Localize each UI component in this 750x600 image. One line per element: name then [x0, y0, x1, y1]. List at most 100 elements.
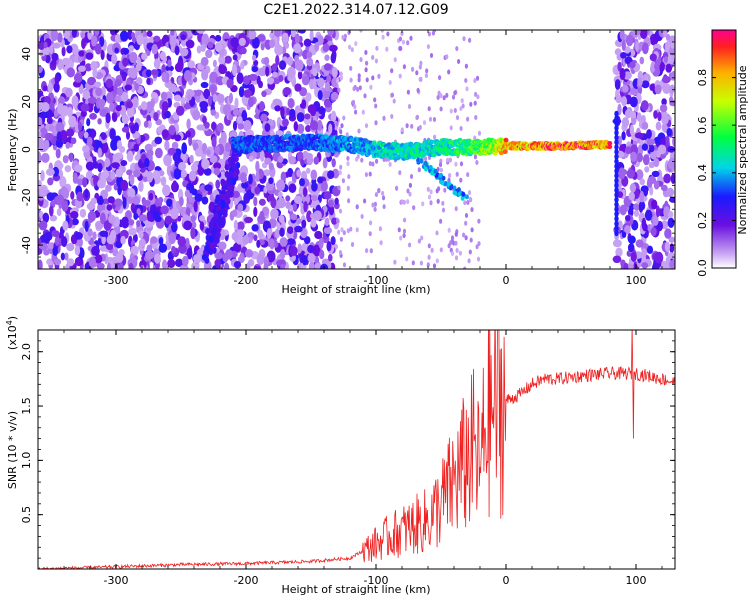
spectrogram-cell	[664, 241, 671, 253]
spectrogram-cell	[408, 242, 412, 248]
spectrogram-cell	[236, 237, 242, 245]
spectrogram-cell	[162, 259, 168, 269]
spectrogram-cell	[642, 154, 650, 166]
spectrogram-cell	[451, 94, 456, 100]
spectrogram-cell	[663, 173, 672, 184]
spectrogram-cell	[365, 77, 369, 83]
spectrogram-cell	[150, 69, 159, 76]
spectrogram-cell	[306, 57, 314, 67]
spectrogram-cell	[429, 189, 433, 195]
spectrogram-cell	[657, 111, 662, 122]
spectrogram-cell	[354, 109, 358, 115]
spectrogram-cell	[328, 123, 333, 135]
spectrogram-cell	[255, 171, 260, 183]
spectrogram-cell	[384, 156, 388, 162]
spectrogram-cell	[114, 47, 119, 54]
spectrogram-cell	[636, 112, 642, 122]
spectrogram-cell	[167, 59, 172, 68]
spectrogram-cell	[216, 205, 222, 213]
spectrogram-cell	[359, 57, 363, 63]
spectrogram-cell	[66, 128, 75, 138]
spectrogram-cell	[614, 134, 619, 141]
spectrogram-cell	[664, 41, 671, 53]
spectrogram-cell	[670, 42, 675, 49]
spectrogram-cell	[618, 167, 626, 180]
spectrogram-cell	[364, 123, 369, 129]
spectrogram-cell	[111, 162, 120, 169]
spectrogram-cell	[268, 162, 274, 171]
spectrogram-cell	[630, 151, 638, 162]
spectrogram-cell	[45, 168, 55, 176]
spectrogram-cell	[621, 95, 628, 107]
spectrogram-cell	[165, 65, 174, 72]
spectrogram-cell	[61, 46, 66, 57]
spectrogram-cell	[240, 47, 247, 55]
spectrogram-cell	[206, 247, 212, 255]
spectrogram-cell	[310, 218, 317, 228]
spectrogram-cell	[154, 137, 162, 145]
spectrogram-cell	[215, 179, 221, 190]
spectrogram-cell	[621, 131, 626, 141]
spectrogram-cell	[448, 173, 452, 178]
spectrogram-cell	[242, 75, 250, 85]
snr-x-ticks: -300 -200 -100 0 100	[37, 330, 663, 587]
spectrogram-cell	[87, 96, 97, 104]
spectrogram-cell	[669, 84, 675, 94]
spectrogram-cell	[145, 69, 152, 77]
spectrogram-cell	[64, 165, 72, 173]
spectrogram-cell	[236, 72, 244, 84]
spectrogram-cell	[71, 95, 79, 108]
spectrogram-cell	[48, 124, 54, 132]
spectrogram-cell	[419, 60, 423, 66]
spectrogram-cell	[114, 79, 122, 87]
spectrogram-cell	[294, 83, 302, 92]
spectrogram-cell	[320, 180, 328, 192]
spectrogram-cell	[81, 38, 86, 50]
spectrogram-cell	[339, 164, 343, 170]
spectrogram-cell	[129, 176, 135, 186]
spectrogram-cell	[171, 245, 176, 254]
spectrogram-cell	[257, 229, 264, 240]
spectrogram-cell	[172, 152, 178, 162]
y-tick-label: 20	[20, 95, 33, 109]
spectrogram-cell	[227, 178, 233, 186]
spectrogram-cell	[334, 197, 339, 205]
spectrogram-cell	[340, 227, 344, 233]
spectrogram-cell	[122, 72, 127, 82]
spectrogram-cell	[427, 194, 432, 200]
spectrogram-cell	[39, 111, 49, 119]
spectrogram-cell	[614, 196, 619, 203]
spectrogram-cell	[244, 249, 254, 258]
spectrogram-cell	[54, 74, 60, 85]
spectrogram-cell	[621, 117, 630, 128]
colorbar-gradient	[711, 29, 737, 269]
spectrogram-cell	[125, 131, 131, 140]
spectrogram-cell	[328, 44, 338, 52]
spectrogram-cell	[473, 100, 477, 106]
spectrogram-cell	[124, 84, 133, 91]
spectrogram-cell	[665, 63, 673, 73]
spectrogram-cell	[205, 149, 211, 156]
spectrogram-cell	[141, 52, 148, 61]
spectrogram-cell	[38, 259, 43, 269]
spectrogram-cell	[427, 254, 431, 260]
spectrogram-cell	[205, 227, 211, 235]
spectrogram-cell	[110, 170, 116, 180]
spectrogram-cell	[44, 132, 54, 141]
spectrogram-cell	[476, 256, 481, 262]
spectrogram-cell	[303, 201, 308, 213]
spectrogram-cell	[427, 106, 431, 112]
spectrogram-cell	[49, 215, 58, 222]
spectrogram-cell	[106, 204, 113, 211]
spectrogram-cell	[629, 61, 636, 69]
spectrogram-cell	[375, 158, 379, 164]
spectrogram-cell	[411, 260, 415, 266]
spectrogram-cell	[121, 126, 130, 133]
spectrogram-cell	[231, 209, 238, 217]
spectrogram-cell	[380, 30, 384, 33]
spectrogram-cell	[327, 170, 335, 179]
spectrogram-cell	[244, 216, 253, 224]
spectrogram-cell	[71, 218, 79, 226]
x-tick-label: 100	[626, 574, 647, 587]
spectrogram-cell	[214, 252, 223, 260]
